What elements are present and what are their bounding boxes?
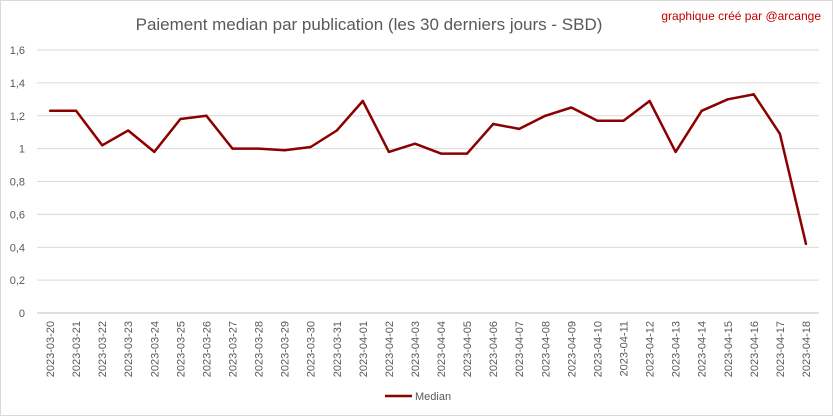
y-axis-ticks: 0 0,2 0,4 0,6 0,8 1 1,2 1,4 1,6	[10, 45, 25, 320]
y-tick-label: 0,8	[10, 177, 25, 189]
x-tick-label: 2023-04-01	[358, 321, 370, 377]
x-tick-label: 2023-04-02	[384, 321, 396, 377]
x-tick-label: 2023-03-30	[306, 321, 318, 377]
data-point	[48, 109, 52, 113]
data-point	[518, 127, 521, 131]
data-point	[361, 99, 365, 103]
data-point	[100, 144, 104, 147]
data-point	[127, 129, 130, 132]
x-tick-label: 2023-04-06	[488, 321, 500, 377]
data-point	[413, 142, 417, 145]
data-point	[465, 152, 469, 155]
x-tick-label: 2023-04-04	[436, 321, 448, 377]
y-tick-label: 1,2	[10, 111, 25, 123]
x-tick-label: 2023-04-09	[566, 321, 578, 377]
data-point	[309, 145, 312, 149]
x-tick-label: 2023-04-16	[749, 321, 761, 377]
x-tick-label: 2023-04-05	[462, 321, 474, 377]
data-point	[570, 106, 573, 109]
data-point	[596, 119, 599, 122]
data-point	[726, 98, 729, 101]
y-tick-label: 0,2	[10, 275, 25, 287]
chart-credit: graphique créé par @arcange	[661, 9, 821, 23]
x-tick-label: 2023-03-29	[280, 321, 292, 377]
x-tick-label: 2023-04-10	[592, 321, 604, 377]
legend: Median	[385, 391, 451, 403]
y-tick-label: 1,4	[10, 78, 25, 90]
x-tick-label: 2023-03-24	[149, 321, 161, 377]
series-line-median	[50, 93, 808, 245]
x-tick-label: 2023-04-12	[645, 321, 657, 377]
data-point	[205, 114, 208, 117]
x-tick-label: 2023-04-07	[514, 321, 526, 377]
x-tick-label: 2023-04-03	[410, 321, 422, 377]
data-point	[544, 114, 547, 117]
legend-label-median: Median	[415, 391, 451, 403]
data-point	[387, 150, 391, 154]
data-point	[491, 122, 495, 126]
data-point	[752, 93, 756, 96]
x-tick-label: 2023-04-13	[671, 321, 683, 377]
data-point	[622, 119, 625, 122]
grid-lines	[37, 49, 819, 314]
data-point	[335, 129, 338, 132]
x-tick-label: 2023-04-18	[801, 321, 813, 377]
x-tick-label: 2023-04-17	[775, 321, 787, 377]
data-point	[439, 152, 443, 155]
y-tick-label: 0,4	[10, 242, 25, 254]
data-point	[257, 147, 260, 150]
x-tick-label: 2023-04-15	[723, 321, 735, 377]
x-tick-label: 2023-03-25	[175, 321, 187, 377]
y-tick-label: 0,6	[10, 209, 25, 221]
y-tick-label: 1,6	[10, 45, 25, 57]
chart-title: Paiement median par publication (les 30 …	[136, 15, 603, 34]
y-tick-label: 0	[19, 308, 25, 320]
x-tick-label: 2023-03-27	[228, 321, 240, 377]
x-tick-label: 2023-03-22	[97, 321, 109, 377]
data-point	[283, 149, 286, 152]
x-axis-ticks: 2023-03-20 2023-03-21 2023-03-22 2023-03-23…	[45, 321, 813, 377]
x-tick-label: 2023-04-14	[697, 321, 709, 377]
data-point	[674, 150, 677, 154]
x-tick-label: 2023-03-28	[254, 321, 266, 377]
x-tick-label: 2023-04-11	[619, 321, 631, 376]
x-tick-label: 2023-04-08	[540, 321, 552, 377]
x-tick-label: 2023-03-31	[332, 321, 344, 377]
data-point	[804, 242, 808, 246]
data-point	[231, 147, 234, 150]
data-point	[74, 109, 78, 113]
x-tick-label: 2023-03-21	[71, 321, 83, 377]
x-tick-label: 2023-03-26	[201, 321, 213, 377]
series-layer	[48, 93, 808, 246]
x-tick-label: 2023-03-23	[123, 321, 135, 377]
y-tick-label: 1	[19, 144, 25, 156]
data-point	[179, 117, 182, 121]
data-point	[153, 150, 156, 154]
data-point	[778, 132, 782, 136]
data-point	[700, 109, 703, 113]
x-tick-label: 2023-03-20	[45, 321, 57, 377]
data-point	[648, 99, 651, 103]
